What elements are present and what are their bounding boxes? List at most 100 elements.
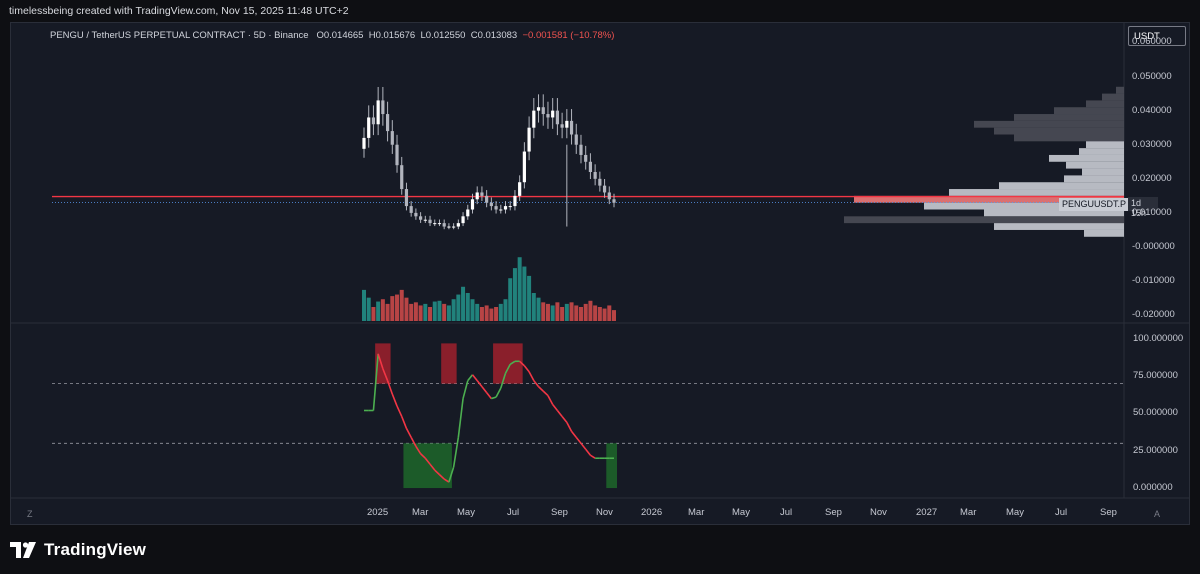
candle-body (362, 137, 366, 149)
brand-name: TradingView (44, 540, 147, 559)
time-axis-label: May (457, 507, 475, 518)
price-axis-label: -0.020000 (1132, 309, 1175, 321)
oscillator-segment (424, 457, 431, 465)
candle-body (475, 192, 479, 200)
overbought-zone (441, 343, 457, 384)
volume-bar (536, 297, 541, 321)
volume-bar (607, 305, 612, 321)
volume-bar (508, 278, 513, 321)
currency-selector[interactable]: USDT (1128, 26, 1186, 46)
volume-bar (522, 266, 527, 321)
volume-bar (602, 308, 607, 321)
candle-body (371, 117, 376, 125)
candle-body (414, 212, 418, 217)
oscillator-segment (391, 393, 398, 407)
candle-body (442, 223, 446, 227)
overbought-zone (375, 343, 391, 384)
candle-body (499, 209, 503, 211)
oscillator-segment (405, 428, 412, 438)
oscillator-segment (382, 368, 389, 381)
volume-profile-bar (994, 223, 1124, 230)
candle-body (532, 110, 536, 128)
candle-body (385, 114, 390, 132)
candle-body (612, 199, 616, 203)
candle-body (588, 161, 593, 172)
volume-bar (560, 307, 565, 321)
volume-bar (470, 299, 475, 321)
oscillator-segment (561, 415, 568, 423)
volume-profile-bar (1014, 134, 1124, 142)
oscillator-segment (457, 398, 464, 438)
oscillator-segment (580, 442, 587, 450)
candle-body (433, 223, 437, 225)
price-axis-label: 0.030000 (1132, 138, 1172, 150)
volume-profile-bar (1064, 175, 1124, 183)
oscillator-segment (377, 353, 384, 369)
candle-body (579, 144, 583, 155)
candle-body (390, 131, 394, 145)
candle-body (470, 199, 475, 210)
candle-body (522, 151, 526, 183)
chart-frame[interactable] (10, 22, 1190, 525)
volume-profile-bar (1054, 107, 1124, 115)
candle-body (569, 120, 574, 135)
time-axis-label: Mar (688, 507, 705, 518)
volume-bar (385, 303, 390, 321)
oscillator-segment (523, 365, 530, 373)
volume-bar (461, 286, 466, 321)
volume-bar (578, 307, 583, 321)
zoom-button[interactable]: Z (27, 509, 33, 519)
time-axis-label: 2027 (916, 507, 938, 518)
oscillator-segment (585, 448, 592, 456)
volume-bar (612, 310, 616, 321)
oscillator-segment (528, 371, 535, 382)
volume-bar (484, 305, 489, 321)
oscillator-segment (589, 454, 596, 459)
time-axis-label: Jul (780, 507, 793, 518)
volume-bar (531, 293, 536, 321)
oscillator-axis-label: 100.000000 (1133, 332, 1184, 344)
candle-body (536, 107, 541, 111)
price-axis-label: 0.050000 (1132, 70, 1172, 82)
volume-bar (527, 275, 532, 321)
time-axis-label: May (732, 507, 750, 518)
candle-body (489, 202, 493, 207)
volume-bar (437, 300, 442, 321)
oscillator-segment (448, 466, 455, 483)
legend-symbol: PENGU / TetherUS PERPETUAL CONTRACT · 5D… (50, 30, 309, 41)
oscillator-segment (552, 404, 559, 411)
oscillator-segment (476, 380, 483, 388)
volume-bar (498, 303, 503, 321)
volume-bar (583, 303, 588, 321)
candle-body (409, 206, 413, 213)
volume-bar (541, 302, 546, 321)
price-axis-label: -0.000000 (1132, 241, 1175, 252)
volume-bar (465, 293, 470, 321)
volume-profile-bar (854, 195, 1124, 203)
oscillator-segment (443, 478, 450, 483)
volume-bar (555, 302, 560, 321)
volume-bar (588, 300, 593, 321)
volume-bar (423, 303, 428, 321)
oscillator-segment (533, 380, 540, 388)
candle-body (437, 223, 442, 225)
legend-low: L0.012550 (420, 30, 466, 41)
candle-body (555, 110, 559, 125)
candle-body (503, 206, 508, 210)
volume-profile-bar (844, 216, 1124, 224)
bar-countdown-tag: 1d 15h (1128, 197, 1158, 218)
auto-scale-button[interactable]: A (1154, 509, 1161, 519)
volume-bar (597, 307, 602, 321)
volume-bar (380, 299, 385, 321)
volume-bar (376, 301, 381, 321)
candle-body (367, 117, 371, 138)
time-axis-label: 2026 (641, 507, 663, 518)
volume-bar (413, 302, 418, 321)
volume-bar (399, 289, 404, 321)
volume-bar (442, 303, 447, 321)
oscillator-segment (542, 390, 549, 397)
oscillator-segment (462, 380, 469, 399)
time-axis-label: Sep (1100, 507, 1117, 518)
volume-bar (390, 296, 395, 321)
